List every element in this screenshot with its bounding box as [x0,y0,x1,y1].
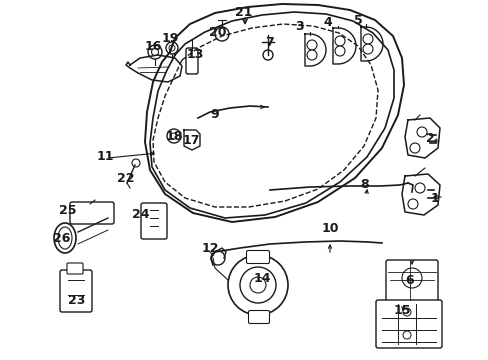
Text: 15: 15 [392,303,410,316]
Text: 18: 18 [165,130,183,143]
Text: 25: 25 [59,203,77,216]
Circle shape [414,183,424,193]
Text: 6: 6 [405,274,413,287]
Circle shape [401,268,421,288]
Circle shape [402,331,410,339]
Circle shape [362,44,372,54]
Circle shape [210,251,224,265]
FancyBboxPatch shape [141,203,167,239]
Circle shape [306,50,316,60]
FancyBboxPatch shape [70,202,114,224]
Text: 5: 5 [353,13,362,27]
Text: 11: 11 [96,150,114,163]
FancyBboxPatch shape [248,310,269,324]
Circle shape [409,143,419,153]
Circle shape [165,42,178,54]
Circle shape [306,40,316,50]
Text: 20: 20 [209,26,226,39]
Text: 4: 4 [323,15,332,28]
Circle shape [249,277,265,293]
FancyBboxPatch shape [375,300,441,348]
Circle shape [227,255,287,315]
Text: 22: 22 [117,171,135,184]
Text: 21: 21 [235,5,252,18]
Circle shape [171,133,177,139]
Circle shape [334,36,345,46]
Text: 13: 13 [186,49,203,62]
Circle shape [167,129,181,143]
Circle shape [151,49,158,55]
Text: 16: 16 [144,40,162,54]
Text: 12: 12 [201,242,218,255]
Text: 17: 17 [182,134,199,147]
Text: 3: 3 [294,21,303,33]
Circle shape [416,127,426,137]
Text: 8: 8 [360,179,368,192]
Text: 1: 1 [430,192,439,204]
Circle shape [148,45,162,59]
Text: 14: 14 [253,271,270,284]
FancyBboxPatch shape [385,260,437,302]
Circle shape [215,27,228,41]
FancyBboxPatch shape [246,251,269,264]
Circle shape [407,199,417,209]
FancyBboxPatch shape [60,270,92,312]
Circle shape [263,50,272,60]
Text: 10: 10 [321,221,338,234]
Text: 23: 23 [68,293,85,306]
Ellipse shape [58,227,72,249]
Text: 26: 26 [53,231,71,244]
Text: 24: 24 [132,208,149,221]
FancyBboxPatch shape [185,48,198,74]
Circle shape [334,46,345,56]
Circle shape [402,308,410,316]
Text: 19: 19 [161,31,178,45]
Circle shape [132,159,140,167]
Text: 2: 2 [425,131,433,144]
Text: 7: 7 [265,36,274,49]
Circle shape [169,45,175,51]
FancyBboxPatch shape [67,263,83,274]
Text: 9: 9 [210,108,219,122]
Circle shape [362,34,372,44]
Ellipse shape [54,223,76,253]
Circle shape [240,267,275,303]
